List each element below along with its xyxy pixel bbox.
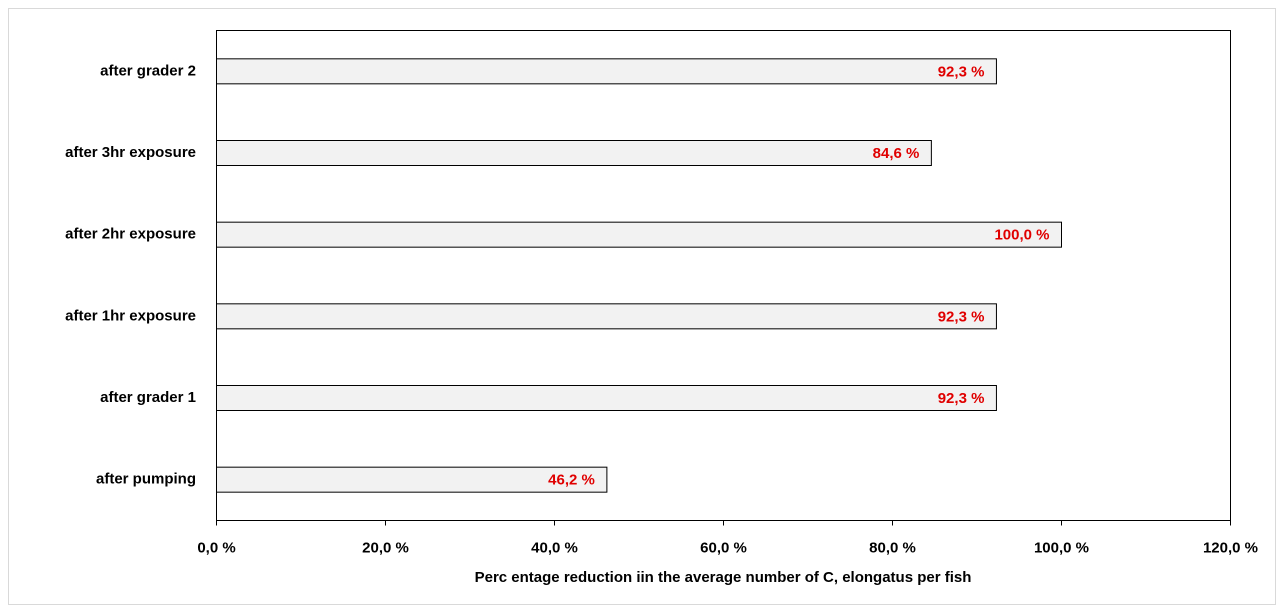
- value-label: 92,3 %: [938, 308, 985, 325]
- y-tick-label: after 1hr exposure: [65, 307, 196, 324]
- y-tick-label: after 3hr exposure: [65, 144, 196, 161]
- bar: [216, 58, 997, 85]
- x-tick-label: 80,0 %: [869, 539, 916, 556]
- value-label: 46,2 %: [548, 472, 595, 489]
- x-axis-title: Perc entage reduction iin the average nu…: [475, 569, 972, 586]
- value-label: 100,0 %: [994, 227, 1049, 244]
- bar: [216, 140, 932, 166]
- bar: [216, 466, 608, 493]
- bar: [216, 385, 997, 411]
- value-label: 92,3 %: [938, 390, 985, 407]
- y-tick-label: after grader 2: [100, 62, 196, 79]
- value-label: 84,6 %: [873, 145, 920, 162]
- value-label: 92,3 %: [938, 63, 985, 80]
- x-tick-label: 100,0 %: [1034, 539, 1089, 556]
- x-tick-label: 20,0 %: [362, 539, 409, 556]
- chart-border: [8, 8, 1276, 605]
- x-tick-label: 40,0 %: [531, 539, 578, 556]
- x-tick-label: 60,0 %: [700, 539, 747, 556]
- y-tick-label: after grader 1: [100, 389, 196, 406]
- plot-area: [216, 30, 1231, 521]
- bar: [216, 221, 1062, 248]
- x-tick-label: 120,0 %: [1203, 539, 1258, 556]
- y-tick-label: after pumping: [96, 471, 196, 488]
- y-tick-label: after 2hr exposure: [65, 226, 196, 243]
- bar: [216, 303, 997, 330]
- x-tick-label: 0,0 %: [197, 539, 235, 556]
